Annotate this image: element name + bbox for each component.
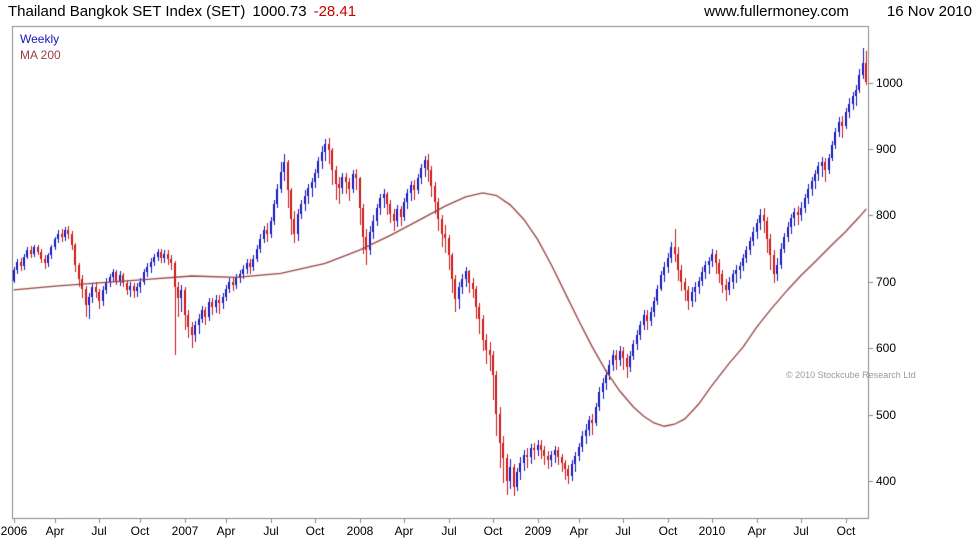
x-axis-label: Oct bbox=[836, 524, 856, 538]
x-axis-label: 2009 bbox=[524, 524, 552, 538]
y-axis-label: 600 bbox=[876, 341, 897, 355]
x-axis-label: Apr bbox=[216, 524, 236, 538]
copyright-notice: © 2010 Stockcube Research Ltd bbox=[786, 370, 916, 380]
x-axis-label: Apr bbox=[394, 524, 414, 538]
legend-weekly-label: Weekly bbox=[20, 32, 60, 46]
x-axis-label: Jul bbox=[263, 524, 279, 538]
x-axis-label: 2006 bbox=[0, 524, 28, 538]
x-axis-label: Oct bbox=[130, 524, 150, 538]
y-axis-label: 400 bbox=[876, 474, 897, 488]
x-axis-label: Oct bbox=[658, 524, 678, 538]
x-axis-label: Jul bbox=[615, 524, 631, 538]
y-axis-label: 1000 bbox=[876, 76, 903, 90]
x-axis-label: Apr bbox=[569, 524, 589, 538]
x-axis-label: Jul bbox=[441, 524, 457, 538]
y-axis-label: 700 bbox=[876, 275, 897, 289]
x-axis-label: Jul bbox=[793, 524, 809, 538]
x-axis-label: Oct bbox=[305, 524, 325, 538]
x-axis-label: 2008 bbox=[346, 524, 374, 538]
x-axis-label: 2010 bbox=[698, 524, 726, 538]
y-axis-label: 900 bbox=[876, 142, 897, 156]
x-axis-label: Apr bbox=[747, 524, 767, 538]
x-axis-label: Oct bbox=[483, 524, 503, 538]
y-axis-label: 500 bbox=[876, 408, 897, 422]
y-axis-label: 800 bbox=[876, 208, 897, 222]
x-axis-label: Jul bbox=[91, 524, 107, 538]
x-axis-label: Apr bbox=[45, 524, 65, 538]
legend-ma-label: MA 200 bbox=[20, 48, 61, 62]
x-axis-label: 2007 bbox=[171, 524, 199, 538]
chart-legend: Weekly MA 200 bbox=[20, 31, 61, 63]
